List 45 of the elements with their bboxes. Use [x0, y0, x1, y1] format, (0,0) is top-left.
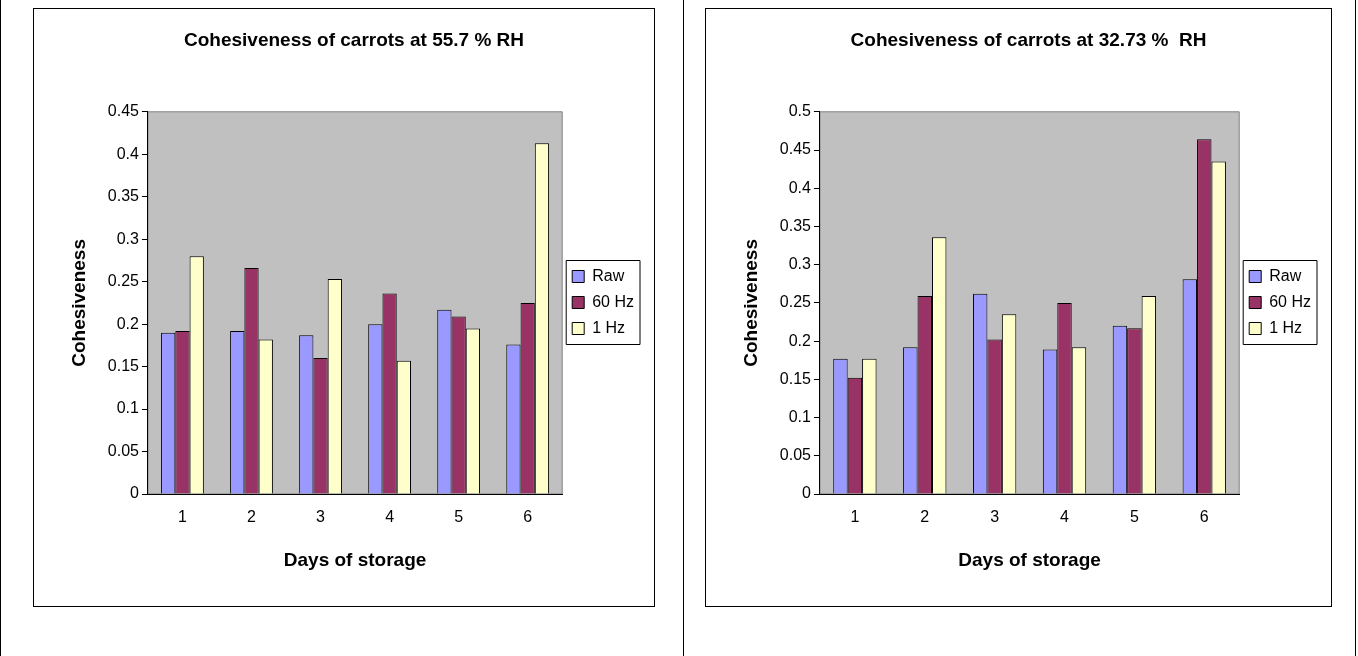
- x-axis-title: Days of storage: [958, 548, 1101, 570]
- x-tick-label: 1: [178, 508, 188, 526]
- x-tick-label: 3: [316, 508, 326, 526]
- y-tick-label: 0.4: [788, 178, 812, 196]
- x-tick-label: 3: [990, 508, 1000, 526]
- x-tick-label: 2: [920, 508, 930, 526]
- y-tick-label: 0.05: [779, 446, 812, 464]
- x-tick-label: 2: [247, 508, 257, 526]
- y-axis-title: Cohesiveness: [739, 239, 761, 367]
- x-tick-label: 4: [1060, 508, 1070, 526]
- y-tick-label: 0.25: [779, 293, 812, 311]
- x-tick-label: 5: [454, 508, 464, 526]
- y-tick-label: 0.4: [116, 144, 140, 162]
- x-tick-label: 6: [523, 508, 533, 526]
- legend-label: 1 Hz: [592, 318, 626, 336]
- y-tick-label: 0.1: [116, 399, 140, 417]
- x-axis-title: Days of storage: [283, 548, 427, 570]
- legend-label: Raw: [592, 266, 625, 284]
- y-tick-label: 0.45: [107, 102, 140, 120]
- x-tick-label: 1: [850, 508, 860, 526]
- legend-label: 1 Hz: [1269, 318, 1303, 336]
- y-tick-label: 0.35: [107, 187, 140, 205]
- y-tick-label: 0.2: [116, 314, 140, 332]
- legend-label: 60 Hz: [592, 292, 634, 310]
- x-tick-label: 4: [385, 508, 395, 526]
- y-tick-label: 0.45: [779, 140, 812, 158]
- chart-title: Cohesiveness of carrots at 55.7 % RH: [183, 28, 525, 50]
- y-tick-label: 0.2: [788, 331, 812, 349]
- y-tick-label: 0.35: [779, 216, 812, 234]
- y-tick-label: 0.05: [107, 441, 140, 459]
- y-tick-label: 0.5: [788, 102, 812, 120]
- y-tick-label: 0.3: [788, 255, 812, 273]
- y-tick-label: 0: [802, 484, 812, 502]
- chart-title: Cohesiveness of carrots at 32.73 % RH: [850, 28, 1207, 50]
- y-tick-label: 0.15: [779, 369, 812, 387]
- y-tick-label: 0: [130, 484, 140, 502]
- legend-label: 60 Hz: [1269, 292, 1311, 310]
- y-tick-label: 0.25: [107, 272, 140, 290]
- x-tick-label: 6: [1199, 508, 1209, 526]
- y-tick-label: 0.3: [116, 229, 140, 247]
- legend-label: Raw: [1269, 266, 1302, 284]
- y-tick-label: 0.15: [107, 357, 140, 375]
- x-tick-label: 5: [1129, 508, 1139, 526]
- y-axis-title: Cohesiveness: [67, 239, 89, 367]
- y-tick-label: 0.1: [788, 407, 812, 425]
